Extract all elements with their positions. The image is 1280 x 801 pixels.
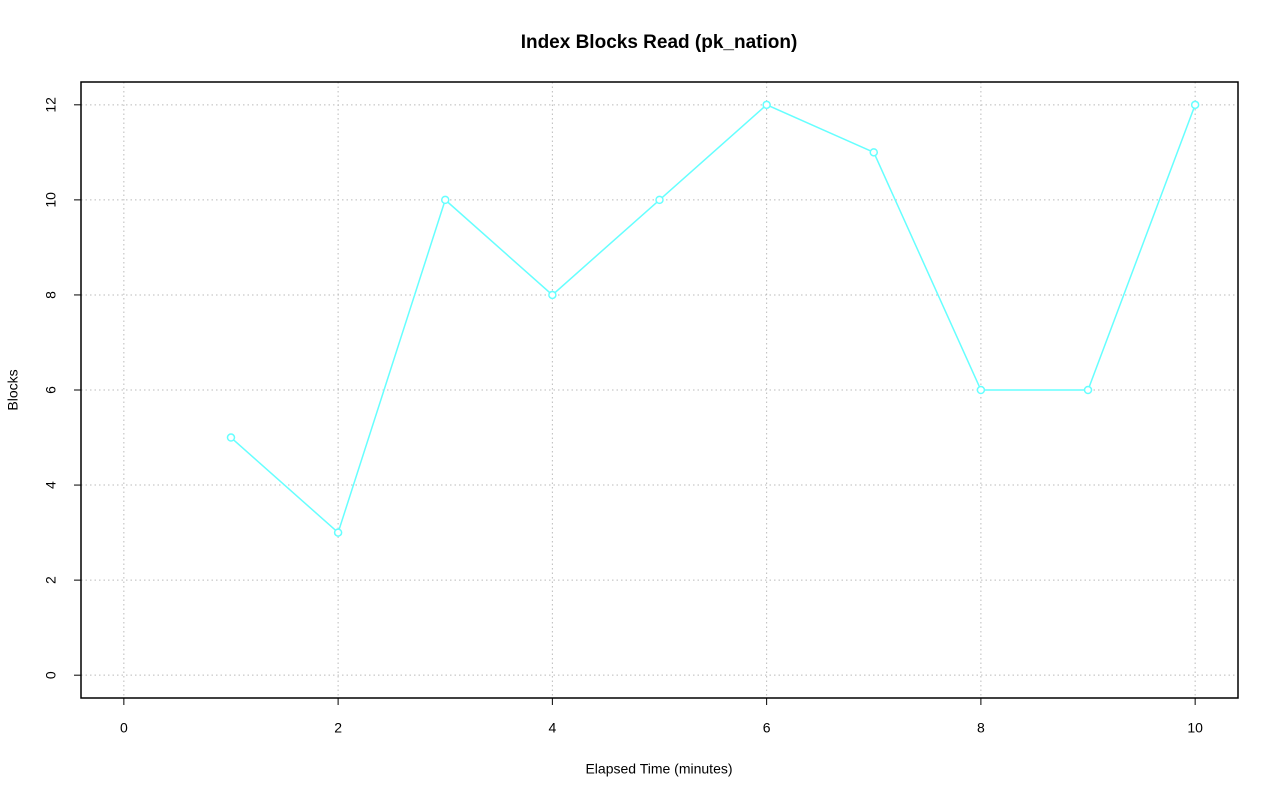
y-axis-label: Blocks <box>5 369 21 410</box>
data-point <box>762 100 771 110</box>
x-tick-label: 4 <box>548 720 556 736</box>
x-tick-label: 0 <box>120 720 128 736</box>
data-line <box>230 103 1196 534</box>
y-tick-label: 10 <box>43 192 59 208</box>
y-tick-label: 2 <box>43 576 59 584</box>
data-point <box>1190 100 1200 110</box>
y-tick-label: 8 <box>43 291 59 299</box>
y-tick-label: 4 <box>43 481 59 489</box>
data-point <box>333 528 343 537</box>
data-point <box>655 195 664 205</box>
data-point <box>1083 385 1093 395</box>
x-axis-label: Elapsed Time (minutes) <box>585 761 732 777</box>
data-point <box>869 148 879 157</box>
x-tick-label: 2 <box>334 720 342 736</box>
y-tick-label: 6 <box>43 386 59 394</box>
data-point <box>440 195 450 205</box>
x-tick-label: 6 <box>763 720 771 736</box>
y-tick-label: 12 <box>43 97 59 113</box>
y-tick-label: 0 <box>43 671 59 679</box>
data-point <box>976 385 986 395</box>
data-point <box>548 290 557 300</box>
data-point <box>226 433 236 442</box>
x-tick-label: 10 <box>1187 720 1203 736</box>
plot-frame <box>80 81 1239 699</box>
chart-title: Index Blocks Read (pk_nation) <box>521 32 798 53</box>
x-tick-label: 8 <box>977 720 985 736</box>
